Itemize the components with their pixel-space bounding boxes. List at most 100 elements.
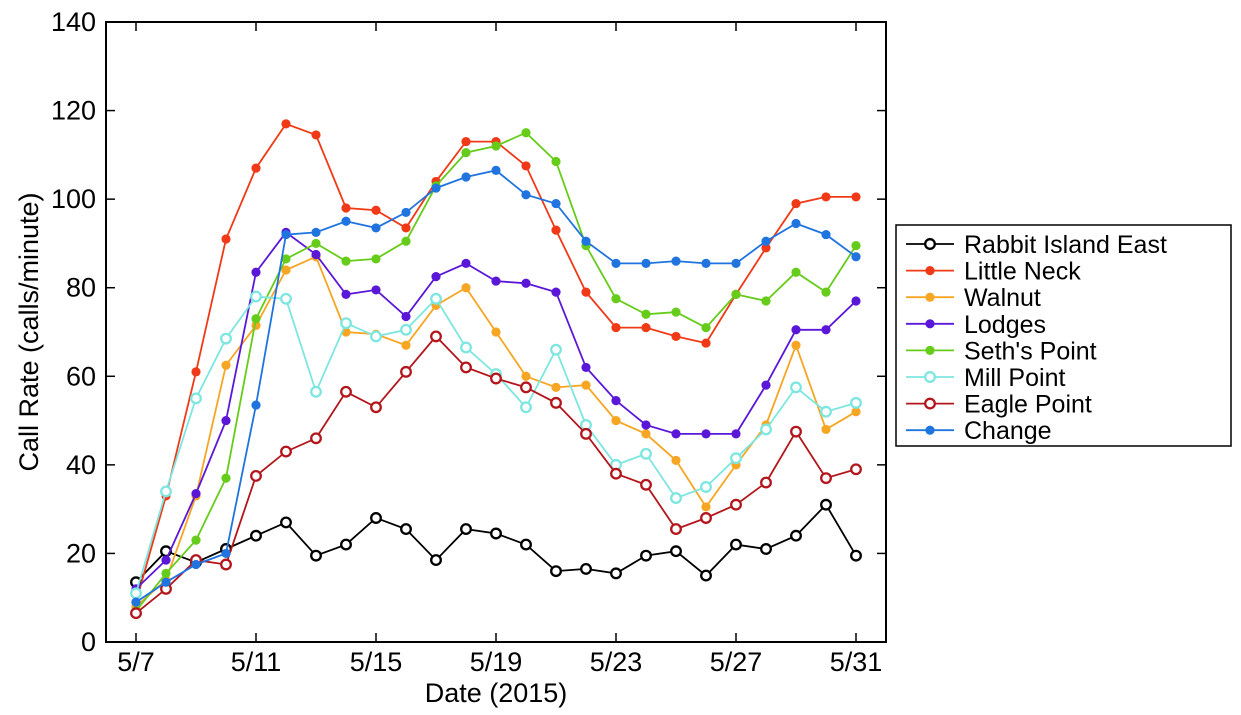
data-point — [611, 396, 621, 406]
x-tick-label: 5/27 — [710, 647, 763, 677]
x-tick-label: 5/7 — [117, 647, 155, 677]
series-layer — [130, 119, 862, 620]
x-tick-label: 5/23 — [590, 647, 643, 677]
data-point — [161, 555, 171, 565]
data-point — [791, 218, 801, 229]
legend-entry-6: Eagle Point — [906, 391, 1092, 419]
data-point — [671, 429, 681, 439]
data-point — [850, 396, 862, 409]
data-point — [190, 392, 202, 405]
legend-entry-2: Walnut — [906, 284, 1041, 312]
legend-marker — [925, 345, 935, 355]
data-point — [761, 243, 771, 253]
data-point — [371, 254, 381, 264]
data-point — [671, 455, 681, 466]
data-point — [670, 492, 682, 505]
legend-label: Rabbit Island East — [964, 231, 1167, 259]
data-point — [431, 183, 441, 193]
legend-label: Eagle Point — [964, 391, 1092, 419]
data-point — [431, 272, 441, 282]
data-point — [341, 256, 351, 266]
legend-entry-3: Lodges — [906, 311, 1046, 339]
data-point — [340, 317, 352, 330]
legend-entry-5: Mill Point — [906, 364, 1065, 392]
data-point — [370, 401, 382, 414]
data-point — [760, 423, 772, 436]
data-point — [851, 252, 861, 262]
legend-label: Walnut — [964, 284, 1041, 312]
data-point — [641, 322, 651, 333]
data-point — [521, 190, 531, 200]
data-point — [581, 362, 591, 373]
series-5 — [130, 290, 862, 600]
data-point — [820, 472, 832, 485]
legend-entry-7: Change — [906, 417, 1052, 445]
data-point — [191, 489, 201, 499]
y-tick-label: 120 — [51, 96, 96, 126]
series-3 — [131, 227, 861, 594]
data-point — [310, 385, 322, 398]
data-point — [160, 485, 172, 498]
data-point — [611, 322, 621, 333]
data-point — [700, 569, 712, 582]
data-point — [820, 405, 832, 418]
data-point — [250, 469, 262, 482]
data-point — [220, 558, 232, 571]
data-point — [701, 322, 711, 333]
data-point — [311, 130, 321, 140]
data-point — [581, 236, 591, 246]
data-point — [250, 290, 262, 303]
data-point — [430, 292, 442, 305]
data-point — [130, 607, 142, 620]
y-tick-label: 80 — [66, 273, 96, 303]
legend-label: Mill Point — [964, 364, 1065, 392]
legend-entry-0: Rabbit Island East — [906, 231, 1167, 259]
data-point — [581, 287, 591, 297]
data-point — [430, 554, 442, 567]
data-point — [460, 341, 472, 354]
data-point — [251, 400, 261, 410]
data-point — [761, 296, 771, 306]
data-point — [641, 258, 651, 268]
data-point — [760, 543, 772, 555]
data-point — [521, 128, 531, 138]
data-point — [491, 165, 501, 175]
data-point — [791, 325, 801, 335]
y-tick-label: 0 — [81, 627, 96, 657]
data-point — [311, 249, 321, 260]
data-point — [610, 567, 622, 580]
data-point — [760, 476, 772, 489]
data-point — [730, 498, 742, 511]
data-point — [551, 225, 561, 235]
data-point — [250, 529, 262, 542]
data-point — [851, 192, 861, 202]
data-point — [671, 256, 681, 266]
data-point — [820, 498, 832, 511]
data-point — [700, 512, 712, 524]
data-point — [280, 516, 292, 529]
data-point — [790, 381, 802, 394]
data-point — [730, 538, 742, 551]
data-point — [341, 216, 351, 226]
data-point — [341, 203, 351, 213]
data-point — [191, 535, 201, 545]
data-point — [220, 332, 232, 345]
data-point — [161, 568, 171, 578]
data-point — [370, 512, 382, 524]
data-point — [731, 258, 741, 268]
series-6 — [130, 330, 862, 620]
data-point — [640, 549, 652, 562]
y-tick-label: 140 — [51, 7, 96, 37]
data-point — [791, 198, 801, 209]
data-point — [551, 382, 561, 392]
data-point — [641, 429, 651, 439]
data-point — [611, 294, 621, 304]
legend-marker — [925, 319, 935, 329]
data-point — [671, 307, 681, 317]
data-point — [521, 278, 531, 288]
data-point — [280, 292, 292, 305]
y-axis: 0 20 40 60 80 100 120 140 — [51, 7, 886, 657]
data-point — [700, 481, 712, 493]
data-point — [341, 289, 351, 299]
